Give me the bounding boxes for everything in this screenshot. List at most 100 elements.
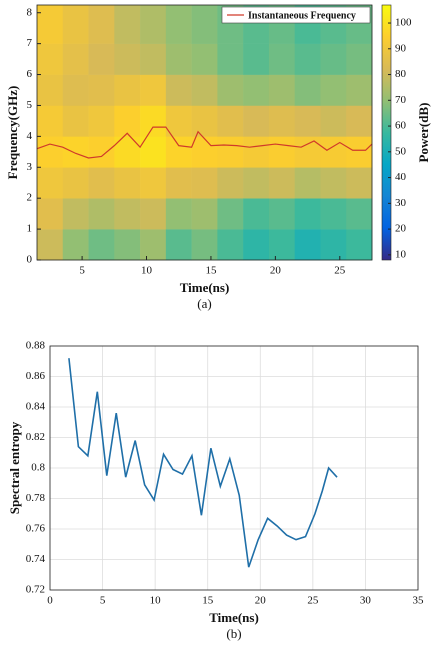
heatmap-cell	[165, 5, 192, 44]
heatmap-cell	[346, 136, 373, 168]
y-tick-label: 0.86	[26, 370, 46, 382]
heatmap-cell	[243, 43, 270, 75]
heatmap-cell	[268, 198, 295, 230]
heatmap-cell	[191, 43, 218, 75]
heatmap-cell	[37, 5, 64, 44]
heatmap-cell	[268, 167, 295, 199]
frequency-line	[36, 126, 373, 159]
heatmap-cell	[62, 74, 89, 106]
y-tick-label: 6	[27, 68, 33, 80]
y-tick-label: 0	[27, 254, 33, 266]
y-tick-label: 7	[27, 37, 33, 49]
heatmap-cell	[191, 229, 218, 261]
heatmap-cell	[37, 105, 64, 137]
colorbar-tick-label: 50	[395, 145, 407, 157]
heatmap-cell	[37, 229, 64, 261]
colorbar-tick-label: 100	[395, 17, 412, 29]
heatmap-cell	[320, 136, 347, 168]
heatmap-cell	[62, 136, 89, 168]
caption: (b)	[226, 626, 241, 641]
heatmap-cell	[268, 43, 295, 75]
heatmap-cell	[320, 74, 347, 106]
heatmap-cell	[191, 136, 218, 168]
heatmap-cell	[294, 198, 321, 230]
heatmap-cell	[88, 5, 115, 44]
heatmap-cell	[165, 43, 192, 75]
heatmap-cell	[114, 5, 141, 44]
heatmap-cell	[165, 167, 192, 199]
y-tick-label: 2	[27, 192, 33, 204]
heatmap-cell	[268, 229, 295, 261]
colorbar	[381, 4, 392, 261]
heatmap-cell	[243, 167, 270, 199]
heatmap-cell	[294, 74, 321, 106]
colorbar-tick-label: 60	[395, 120, 407, 132]
heatmap-cell	[140, 5, 167, 44]
colorbar-tick-label: 30	[395, 197, 407, 209]
heatmap-cell	[165, 105, 192, 137]
heatmap-cell	[320, 229, 347, 261]
heatmap-cell	[217, 74, 244, 106]
y-tick-label: 5	[27, 99, 33, 111]
heatmap-cell	[191, 198, 218, 230]
heatmap-cell	[243, 229, 270, 261]
colorbar-tick-label: 40	[395, 171, 407, 183]
heatmap-cell	[62, 167, 89, 199]
heatmap-cell	[140, 198, 167, 230]
heatmap-cell	[62, 43, 89, 75]
x-tick-label: 5	[100, 595, 106, 607]
legend-box	[221, 6, 371, 24]
heatmap-cell	[140, 229, 167, 261]
heatmap-cell	[346, 105, 373, 137]
heatmap-cell	[243, 136, 270, 168]
heatmap-cell	[191, 74, 218, 106]
heatmap-cell	[320, 167, 347, 199]
y-tick-label: 8	[27, 6, 33, 18]
heatmap-cell	[346, 43, 373, 75]
heatmap-cell	[37, 136, 64, 168]
heatmap-cell	[62, 5, 89, 44]
heatmap-cell	[191, 5, 218, 44]
y-axis-label: Spectral entropy	[7, 421, 22, 514]
colorbar-tick-label: 70	[395, 94, 407, 106]
heatmap-cell	[114, 229, 141, 261]
y-tick-label: 0.72	[26, 584, 45, 596]
heatmap-cell	[191, 105, 218, 137]
heatmap-cell	[217, 43, 244, 75]
heatmap-cell	[88, 43, 115, 75]
heatmap-cell	[88, 74, 115, 106]
heatmap-cell	[346, 74, 373, 106]
entropy-line	[68, 358, 338, 568]
heatmap-cell	[217, 229, 244, 261]
heatmap-cell	[320, 43, 347, 75]
colorbar-tick-label: 20	[395, 223, 407, 235]
y-tick-label: 1	[27, 223, 33, 235]
heatmap-cell	[88, 105, 115, 137]
x-tick-label: 20	[270, 265, 282, 277]
heatmap-cell	[346, 167, 373, 199]
y-axis-label: Frequency(GHz)	[5, 86, 20, 180]
heatmap-cell	[294, 229, 321, 261]
heatmap-cell	[165, 136, 192, 168]
y-tick-label: 0.88	[26, 340, 46, 352]
heatmap-cell	[140, 74, 167, 106]
heatmap-cell	[191, 167, 218, 199]
y-tick-label: 0.82	[26, 431, 45, 443]
heatmap-cell	[88, 136, 115, 168]
heatmap-cell	[217, 198, 244, 230]
heatmap-cell	[217, 167, 244, 199]
x-axis-label: Time(ns)	[180, 280, 230, 295]
heatmap-cell	[62, 198, 89, 230]
heatmap-cell	[165, 229, 192, 261]
x-tick-label: 20	[255, 595, 267, 607]
heatmap-cell	[88, 198, 115, 230]
heatmap-cell	[37, 198, 64, 230]
x-tick-label: 25	[334, 265, 346, 277]
colorbar-tick-label: 90	[395, 42, 407, 54]
heatmap-cell	[140, 167, 167, 199]
heatmap-cell	[140, 136, 167, 168]
heatmap-cell	[217, 105, 244, 137]
heatmap-cell	[217, 136, 244, 168]
x-tick-label: 0	[47, 595, 53, 607]
